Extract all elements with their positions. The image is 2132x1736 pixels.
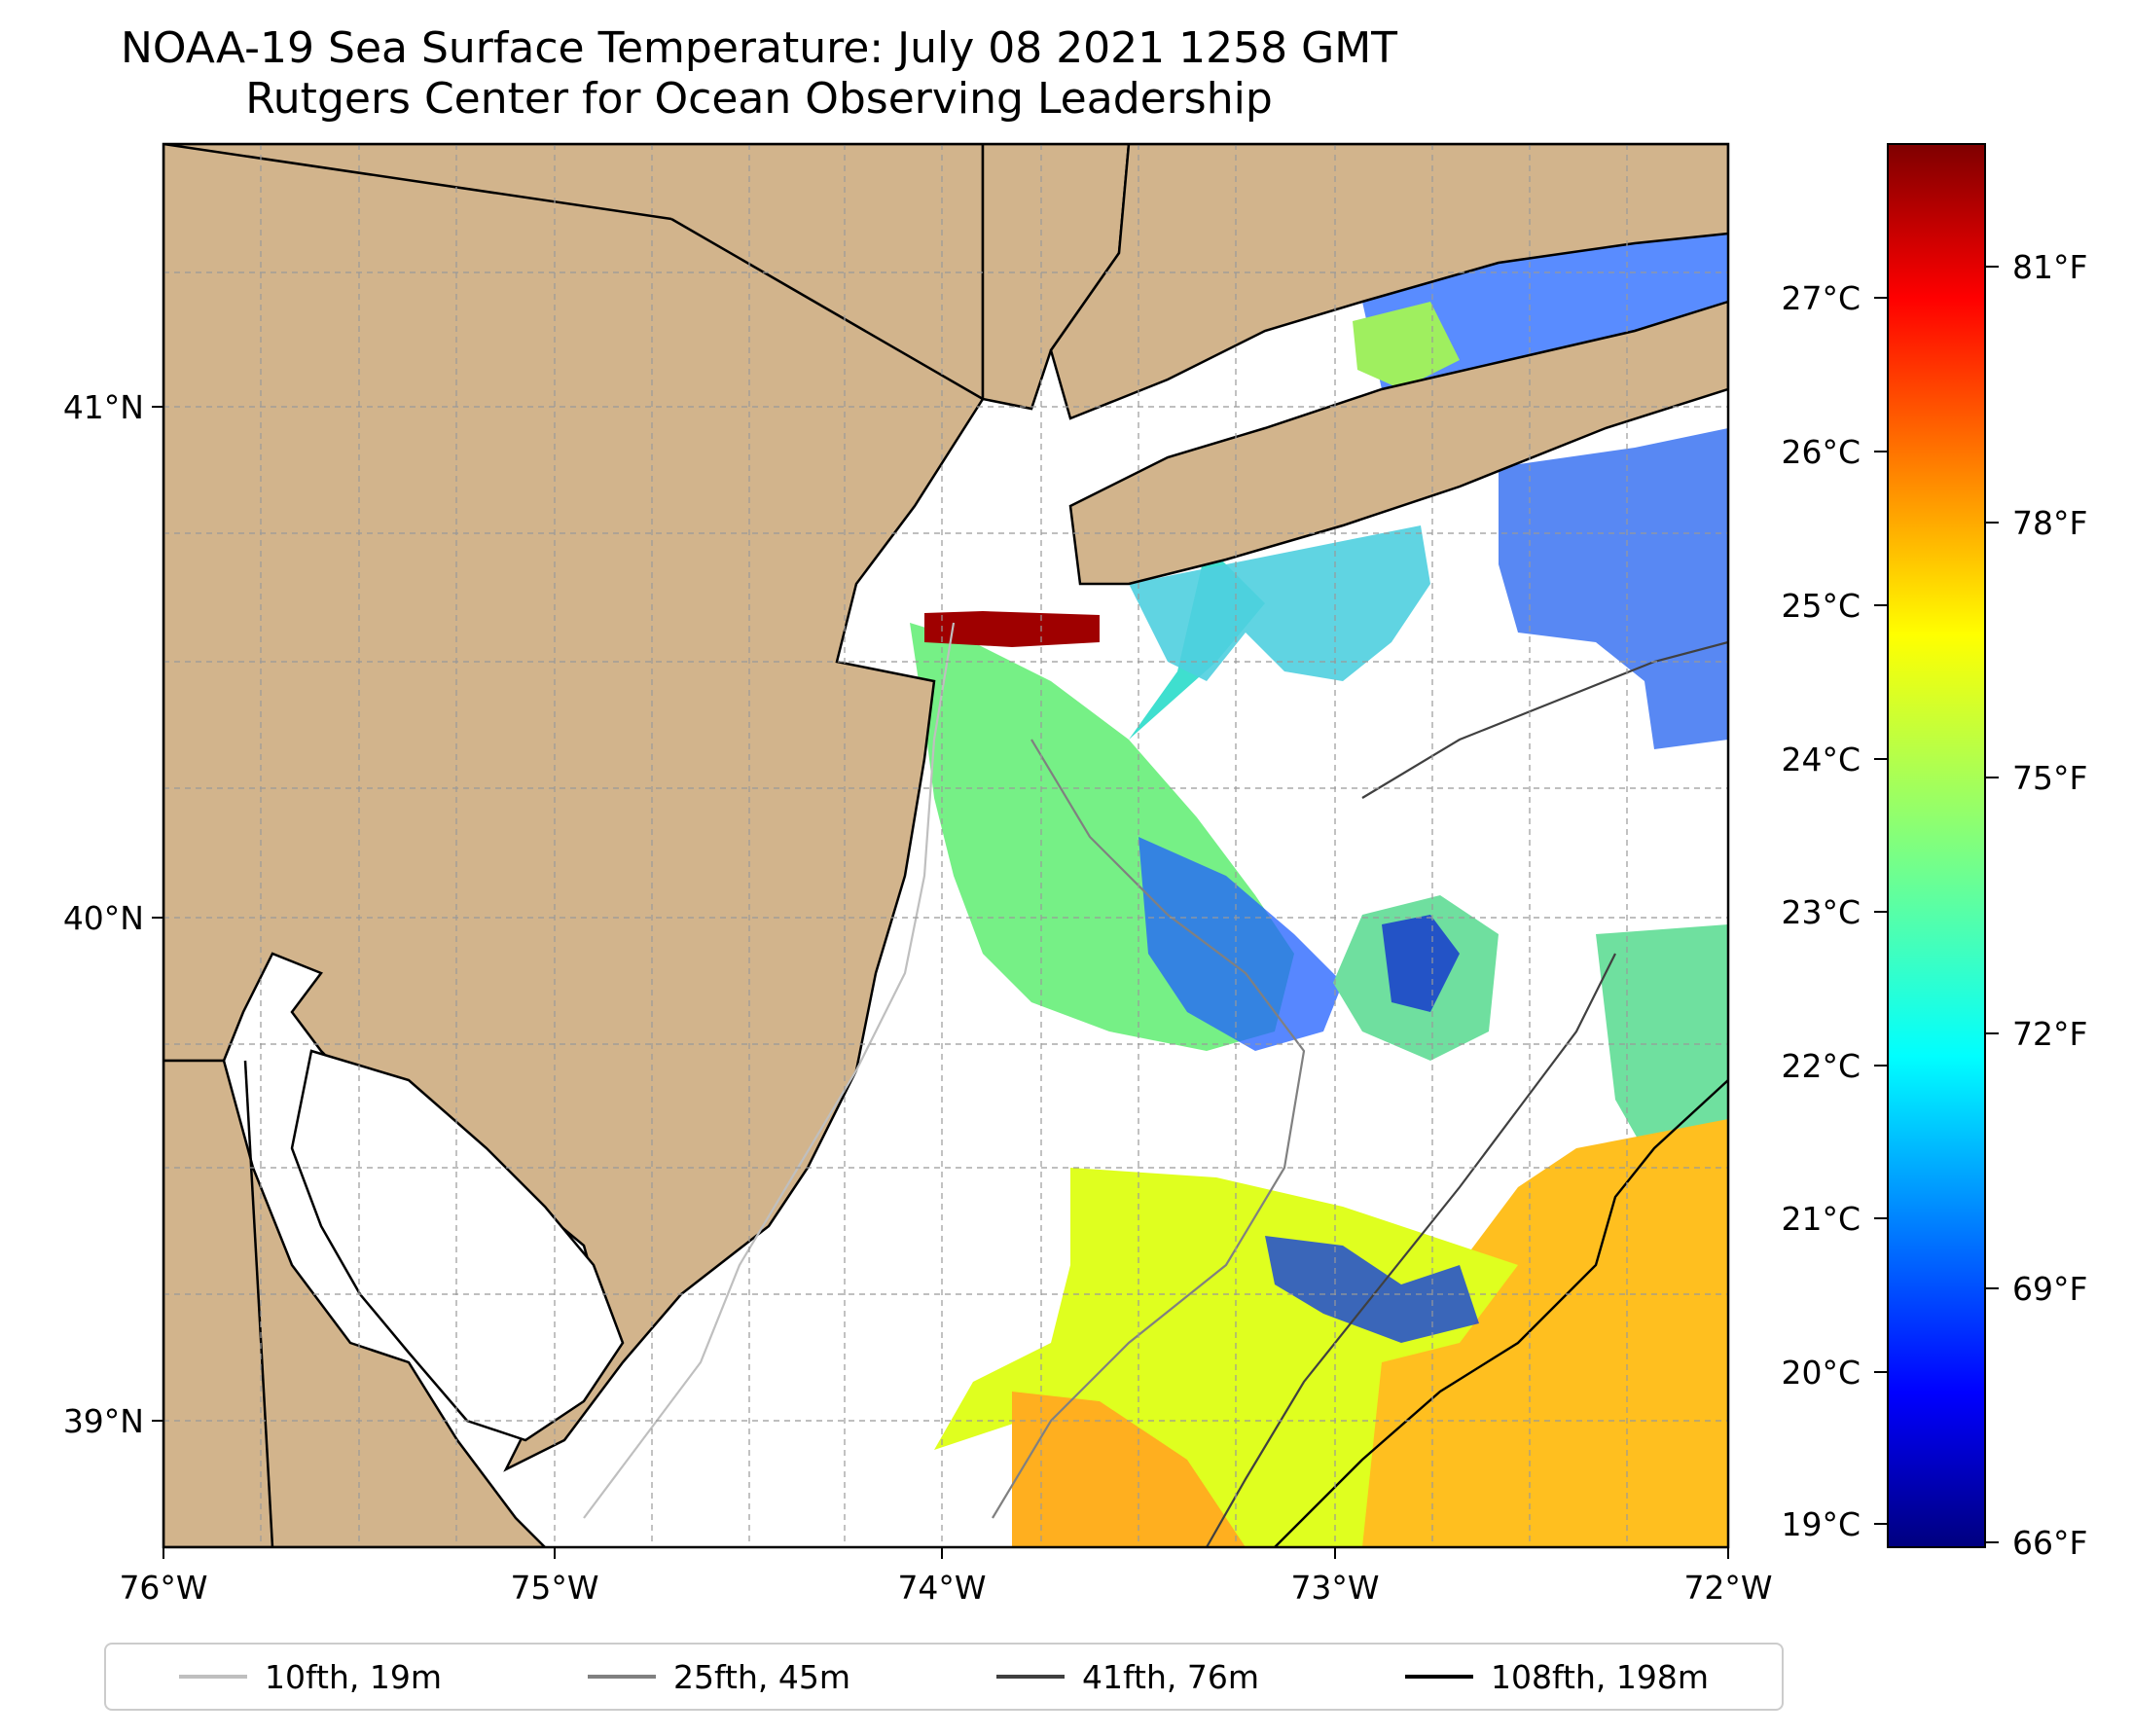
- legend-item: 108fth, 198m: [1405, 1658, 1709, 1696]
- fahrenheit-tick-label: 81°F: [2012, 248, 2087, 286]
- sst-patch-south-warm: [1012, 1392, 1246, 1547]
- land-connecticut: [1049, 144, 1728, 420]
- border-ny-nj: [670, 217, 984, 401]
- contour-108fth: [1274, 1079, 1728, 1547]
- sst-patch-shelf-blue: [1138, 837, 1343, 1051]
- legend-swatch: [1405, 1675, 1473, 1679]
- fahrenheit-tick-label: 72°F: [2012, 1015, 2087, 1053]
- lon-tick-label: 74°W: [897, 1569, 986, 1607]
- legend-label: 25fth, 45m: [673, 1657, 850, 1696]
- legend-label: 41fth, 76m: [1082, 1657, 1259, 1696]
- sst-patch-harbor-hot: [924, 611, 1100, 647]
- title-line-2: Rutgers Center for Ocean Observing Leade…: [245, 74, 1273, 124]
- fahrenheit-tick-label: 69°F: [2012, 1270, 2087, 1308]
- celsius-tick-label: 24°C: [1781, 741, 1861, 778]
- celsius-tick-labels: 27°C 26°C 25°C 24°C 23°C 22°C 21°C 20°C …: [1781, 279, 1861, 1543]
- fahrenheit-tick-labels: 81°F 78°F 75°F 72°F 69°F 66°F: [2012, 248, 2087, 1562]
- lat-tick-label: 41°N: [63, 388, 144, 426]
- legend-swatch: [996, 1675, 1065, 1679]
- legend-label: 10fth, 19m: [265, 1657, 442, 1696]
- state-borders: [163, 144, 984, 1547]
- lat-tick-label: 39°N: [63, 1402, 144, 1440]
- legend-label: 108fth, 198m: [1491, 1657, 1709, 1696]
- lat-tick-marks: [152, 406, 163, 1422]
- land-delmarva: [163, 1059, 547, 1547]
- border-pa-ny: [163, 144, 672, 221]
- sst-patch-li-east: [1499, 428, 1728, 749]
- legend-item: 25fth, 45m: [588, 1658, 850, 1696]
- fahrenheit-ticks: [1985, 266, 1999, 1543]
- sst-patch-offshore-east: [1596, 924, 1728, 1168]
- title-line-1: NOAA-19 Sea Surface Temperature: July 08…: [120, 23, 1398, 73]
- border-de-md: [243, 1060, 274, 1547]
- celsius-tick-label: 23°C: [1781, 893, 1861, 931]
- bathymetry-contours: [583, 622, 1728, 1547]
- celsius-tick-label: 21°C: [1781, 1200, 1861, 1238]
- sst-patch-south-li: [1129, 525, 1430, 681]
- map-frame: [162, 142, 1730, 1549]
- contour-25fth: [992, 739, 1306, 1519]
- land-pennsylvania-newjersey: [163, 144, 985, 1472]
- lon-tick-label: 72°W: [1683, 1569, 1772, 1607]
- colorbar: 27°C 26°C 25°C 24°C 23°C 22°C 21°C 20°C …: [1781, 143, 2087, 1562]
- map-title: NOAA-19 Sea Surface Temperature: July 08…: [0, 23, 1518, 125]
- lon-tick-label: 73°W: [1290, 1569, 1379, 1607]
- sst-patch-li-sound-green: [1353, 302, 1460, 389]
- celsius-ticks: [1874, 297, 1888, 1525]
- fahrenheit-tick-label: 78°F: [2012, 504, 2087, 542]
- legend-item: 41fth, 76m: [996, 1658, 1259, 1696]
- sst-patch-southeast-warm: [1362, 1119, 1728, 1547]
- legend-item: 10fth, 19m: [179, 1658, 442, 1696]
- lon-tick-marks: [163, 1547, 1729, 1559]
- celsius-tick-label: 19°C: [1781, 1505, 1861, 1543]
- gridlines: [163, 144, 1728, 1547]
- contour-legend: 10fth, 19m 25fth, 45m 41fth, 76m 108fth,…: [104, 1643, 1784, 1711]
- land: [163, 144, 1728, 1547]
- sst-patch-south-blue: [1265, 1236, 1479, 1343]
- celsius-tick-label: 26°C: [1781, 433, 1861, 471]
- contour-10fth: [583, 622, 956, 1519]
- sst-patch-east-mid-blue: [1382, 915, 1460, 1012]
- fahrenheit-tick-label: 66°F: [2012, 1524, 2087, 1562]
- lon-tick-labels: 76°W 75°W 74°W 73°W 72°W: [119, 1569, 1772, 1607]
- lat-tick-label: 40°N: [63, 899, 144, 937]
- colorbar-gradient: [1887, 143, 1986, 1548]
- lon-tick-label: 76°W: [119, 1569, 207, 1607]
- fahrenheit-tick-label: 75°F: [2012, 759, 2087, 797]
- map-area: [163, 144, 1728, 1547]
- celsius-tick-label: 20°C: [1781, 1354, 1861, 1392]
- land-long-island: [1068, 300, 1728, 586]
- celsius-tick-label: 22°C: [1781, 1047, 1861, 1085]
- legend-swatch: [588, 1675, 656, 1679]
- lon-tick-label: 75°W: [510, 1569, 598, 1607]
- celsius-tick-label: 27°C: [1781, 279, 1861, 317]
- lat-tick-labels: 41°N 40°N 39°N: [63, 388, 144, 1440]
- legend-swatch: [179, 1675, 247, 1679]
- celsius-tick-label: 25°C: [1781, 587, 1861, 625]
